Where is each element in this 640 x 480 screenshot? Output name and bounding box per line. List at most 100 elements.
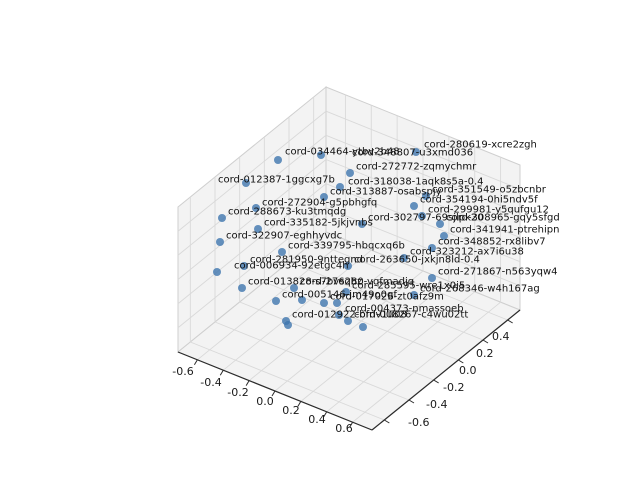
y-axis-tick-label: -0.2 <box>443 381 464 394</box>
data-point <box>412 148 420 156</box>
x-axis-tick-label: -0.2 <box>227 386 248 399</box>
y-tick-mark <box>408 399 415 404</box>
y-tick-mark <box>384 419 390 424</box>
point-label: cord-012922-bfnv1u08 <box>292 309 407 320</box>
point-label: cord-348807-u3xmd036 <box>352 147 473 158</box>
axis-ticks: -0.6 -0.4 -0.2 0.0 0.2 0.4 0.6 0.4 0.2 0.0 -0.2 -0.… <box>172 319 513 435</box>
point-label: cord-013828-s7bvsqhz <box>248 276 362 287</box>
point-label: cord-004373-nmassoeb <box>345 303 464 314</box>
point-label: cord-017026-zt0afz9m <box>330 291 444 302</box>
y-tick-mark <box>433 379 439 384</box>
y-tick-mark <box>507 319 513 324</box>
data-point <box>436 220 444 228</box>
data-point <box>274 156 282 164</box>
grid-lines <box>177 94 521 423</box>
point-label: cord-012387-1ggcxg7b <box>218 174 335 185</box>
data-point <box>252 204 260 212</box>
point-label: cord-034464-ytbv2b48 <box>285 146 400 157</box>
data-point <box>298 296 306 304</box>
x-tick-mark <box>219 369 224 376</box>
x-tick-mark <box>245 380 250 386</box>
point-label: cord-354194-0hi5ndv5f <box>420 194 538 205</box>
point-label: cord-281950-9nttegnd <box>250 254 363 265</box>
data-point <box>422 192 430 200</box>
data-point <box>254 225 262 233</box>
data-point <box>410 202 418 210</box>
point-label: cord-351549-o5zbcnbr <box>432 184 547 195</box>
point-label: cord-271867-n563yqw4 <box>438 266 558 277</box>
point-label: cord-299981-y5qufgu12 <box>428 204 549 215</box>
data-point <box>344 317 352 325</box>
data-point <box>428 244 436 252</box>
point-label: cord-006934-92etgc4h <box>234 260 349 271</box>
data-point <box>346 169 354 177</box>
point-label: cord-263650-jxkjn8ld-0.4 <box>354 254 480 265</box>
x-tick-mark <box>297 401 302 407</box>
point-label: cord-272772-zqmychmr <box>356 161 477 172</box>
data-point <box>320 299 328 307</box>
data-point <box>284 321 292 329</box>
data-point <box>278 248 286 256</box>
data-point <box>410 291 418 299</box>
point-label: cord-323212-ax7i6u38 <box>410 246 524 257</box>
point-label: cord-313887-osabspjy <box>330 186 442 197</box>
point-label: cord-268346-w4h167ag <box>420 283 540 294</box>
x-axis-tick-label: 0.6 <box>335 422 353 435</box>
y-axis-tick-label: -0.6 <box>408 416 429 429</box>
data-point <box>290 284 298 292</box>
y-tick-mark <box>458 359 464 364</box>
point-label: cord-308965-gqy5sfgd <box>446 212 560 223</box>
point-label: cord-005146-jm49o0gf <box>282 289 397 300</box>
point-label: cord-288673-ku3tmqdg <box>228 206 346 217</box>
data-point <box>333 299 341 307</box>
point-label: cord-302797-69sjlpk20 <box>368 212 484 223</box>
x-axis-tick-label: -0.6 <box>172 365 193 378</box>
point-label: cord-335182-5jkjvnbs <box>264 217 373 228</box>
data-point <box>216 238 224 246</box>
y-axis-tick-label: -0.4 <box>426 398 447 411</box>
x-tick-mark <box>323 411 328 418</box>
y-axis-tick-label: 0.2 <box>476 347 494 360</box>
data-point <box>359 323 367 331</box>
y-tick-mark <box>482 339 489 344</box>
point-label: cord-280619-xcre2zgh <box>424 139 537 150</box>
x-axis-tick-label: 0.2 <box>282 404 300 417</box>
x-axis-tick-label: -0.4 <box>200 376 221 389</box>
data-point <box>320 193 328 201</box>
x-axis-tick-label: 0.0 <box>256 395 274 408</box>
x-tick-mark <box>349 421 354 428</box>
point-label: cord-008267-c4wu02tt <box>354 309 468 320</box>
point-label: cord-318038-1aqk8s5a-0.4 <box>348 176 484 187</box>
point-label: cord-272904-g5pbhgfq <box>262 197 377 208</box>
scatter-points <box>213 148 448 331</box>
data-point <box>240 262 248 270</box>
data-point <box>428 274 436 282</box>
point-label: cord-322907-eghhyvdc <box>226 230 342 241</box>
data-point <box>272 297 280 305</box>
data-point <box>440 232 448 240</box>
point-label: cord-339795-hbqcxq6b <box>288 240 405 251</box>
data-point <box>344 262 352 270</box>
y-axis-spine <box>371 309 521 431</box>
data-point <box>238 284 246 292</box>
y-axis-tick-label: 0.4 <box>492 330 510 343</box>
point-label: cord-285595-wre1x0j5 <box>352 280 465 291</box>
y-axis-tick-label: 0.0 <box>459 364 477 377</box>
data-point <box>213 268 221 276</box>
point-label: cord-276280-vqfmadjq <box>300 276 414 287</box>
data-point <box>335 311 343 319</box>
data-point <box>342 288 350 296</box>
x-tick-mark <box>271 390 276 397</box>
data-point <box>242 179 250 187</box>
point-label: cord-341941-ptrehipn <box>450 224 559 235</box>
data-point <box>317 151 325 159</box>
data-point <box>358 220 366 228</box>
x-tick-mark <box>193 359 198 366</box>
data-point <box>336 183 344 191</box>
point-label: cord-348852-rx8libv7 <box>438 236 546 247</box>
data-point <box>418 212 426 220</box>
point-labels: cord-280619-xcre2zgh cord-034464-ytbv2b48… <box>218 139 560 320</box>
x-axis-tick-label: 0.4 <box>308 413 326 426</box>
